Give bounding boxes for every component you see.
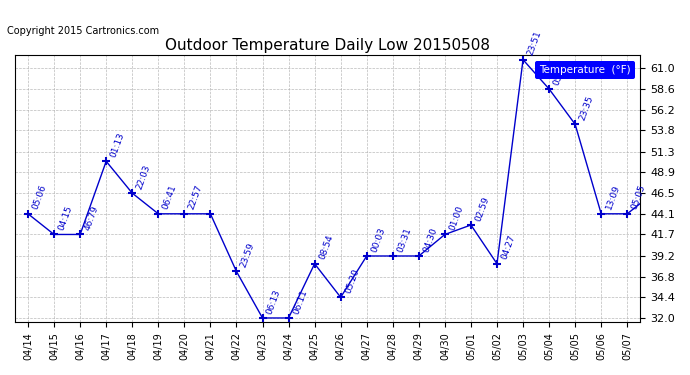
Text: 04:30: 04:30 [422, 226, 439, 253]
Text: 05:10: 05:10 [0, 374, 1, 375]
Legend: Temperature  (°F): Temperature (°F) [535, 61, 635, 79]
Text: 05:06: 05:06 [31, 184, 48, 211]
Text: 46:79: 46:79 [83, 204, 100, 232]
Text: 22:57: 22:57 [187, 184, 204, 211]
Text: 00:03: 00:03 [370, 226, 387, 253]
Title: Outdoor Temperature Daily Low 20150508: Outdoor Temperature Daily Low 20150508 [165, 38, 490, 53]
Text: 05:01: 05:01 [552, 59, 569, 86]
Text: 04:15: 04:15 [57, 204, 74, 232]
Text: 23:35: 23:35 [578, 94, 595, 122]
Text: 06:41: 06:41 [161, 184, 178, 211]
Text: 06:11: 06:11 [291, 288, 308, 315]
Text: 03:31: 03:31 [395, 226, 413, 253]
Text: 01:13: 01:13 [109, 131, 126, 159]
Text: Copyright 2015 Cartronics.com: Copyright 2015 Cartronics.com [7, 26, 159, 36]
Text: 08:54: 08:54 [317, 234, 335, 261]
Text: 05:05: 05:05 [630, 184, 647, 211]
Text: 23:51: 23:51 [526, 30, 543, 57]
Text: 04:27: 04:27 [500, 234, 517, 261]
Text: 06:13: 06:13 [265, 288, 283, 315]
Text: 02:59: 02:59 [474, 195, 491, 222]
Text: 05:20: 05:20 [344, 267, 361, 294]
Text: 23:59: 23:59 [239, 242, 257, 269]
Text: 01:00: 01:00 [448, 204, 465, 232]
Text: 22:03: 22:03 [135, 163, 152, 190]
Text: 13:09: 13:09 [604, 184, 621, 211]
